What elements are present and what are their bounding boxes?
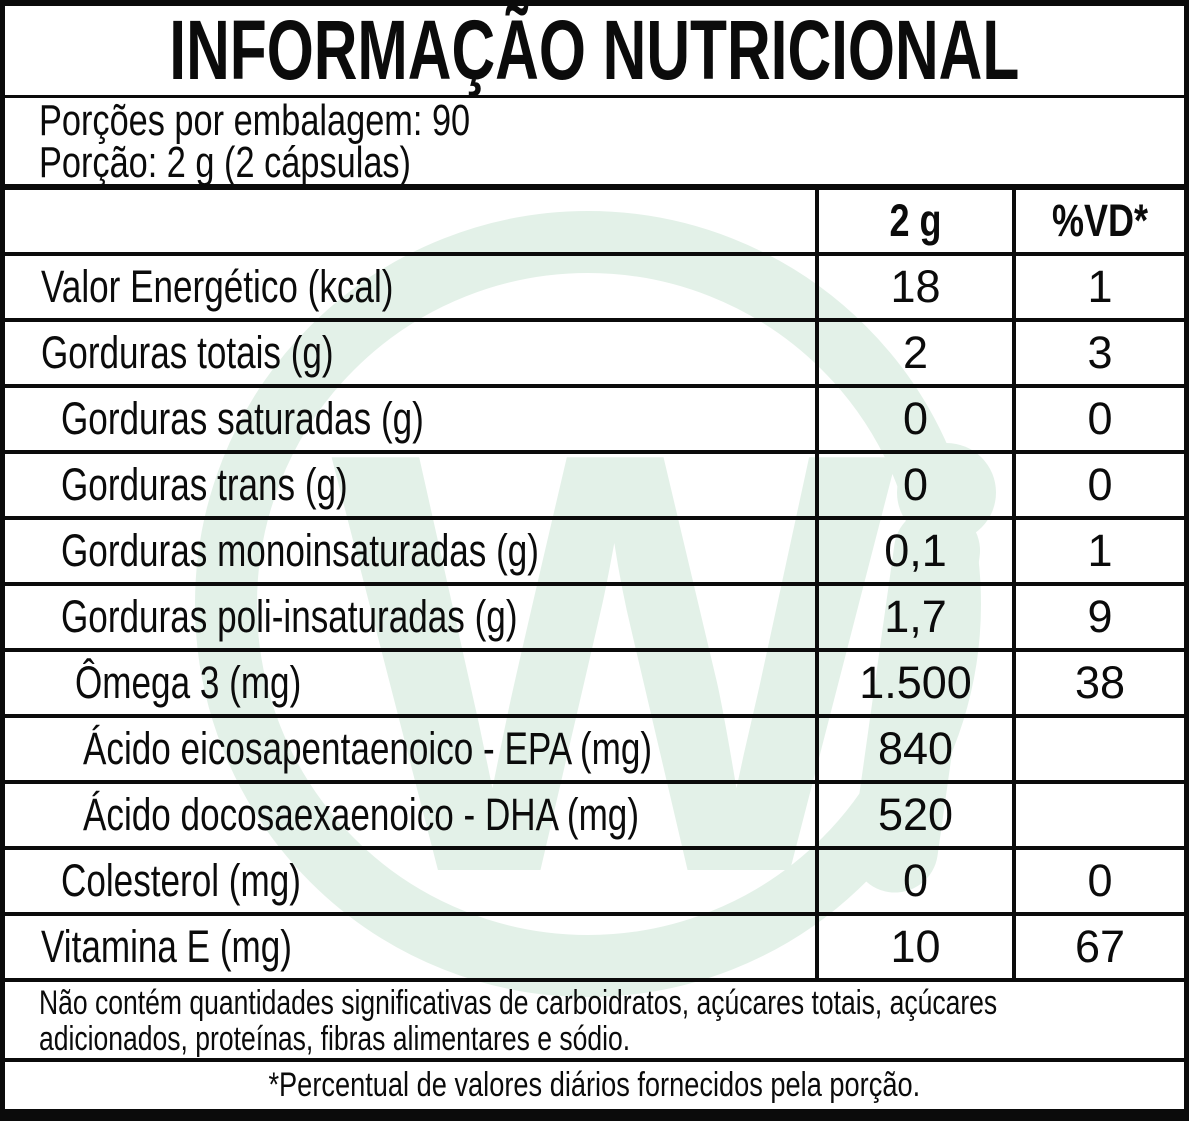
column-divider (815, 322, 819, 384)
column-divider (815, 652, 819, 714)
table-row: Ácido docosaexaenoico - DHA (mg) 520 (5, 784, 1184, 850)
row-amount: 0 (902, 459, 929, 510)
page-title: INFORMAÇÃO NUTRICIONAL (169, 3, 1020, 97)
table-row: Ácido eicosapentaenoico - EPA (mg) 840 (5, 718, 1184, 784)
row-amount: 2 (902, 327, 929, 378)
column-header-vd: %VD* (1051, 195, 1149, 246)
row-vd: 0 (1087, 459, 1113, 510)
serving-info-section: Porções por embalagem: 90 Porção: 2 g (2… (5, 96, 1184, 187)
row-vd: 0 (1087, 393, 1113, 444)
table-row: Vitamina E (mg) 10 67 (5, 916, 1184, 982)
row-label: Gorduras trans (g) (61, 459, 348, 510)
column-divider (1012, 850, 1016, 912)
table-row: Colesterol (mg) 0 0 (5, 850, 1184, 916)
table-row: Valor Energético (kcal) 18 1 (5, 256, 1184, 322)
row-amount: 18 (890, 261, 941, 312)
row-vd: 0 (1087, 855, 1113, 906)
daily-value-footnote: *Percentual de valores diários fornecido… (268, 1066, 921, 1104)
row-label: Ômega 3 (mg) (75, 657, 302, 708)
table-row: Gorduras trans (g) 0 0 (5, 454, 1184, 520)
row-amount: 1,7 (884, 591, 947, 642)
column-divider (815, 784, 819, 846)
table-header-row: 2 g %VD* (5, 190, 1184, 256)
column-header-amount: 2 g (889, 195, 942, 246)
title-band: INFORMAÇÃO NUTRICIONAL (5, 6, 1184, 97)
column-divider (815, 388, 819, 450)
row-label: Gorduras saturadas (g) (61, 393, 424, 444)
row-vd (1016, 718, 1184, 780)
column-divider (815, 850, 819, 912)
column-divider (1012, 190, 1016, 252)
divider (5, 184, 1184, 190)
daily-value-footnote-band: *Percentual de valores diários fornecido… (5, 1062, 1184, 1109)
row-vd: 1 (1087, 525, 1113, 576)
column-divider (815, 586, 819, 648)
row-label: Vitamina E (mg) (41, 921, 292, 972)
row-label: Valor Energético (kcal) (41, 261, 394, 312)
divider (5, 95, 1184, 98)
table-row: Gorduras monoinsaturadas (g) 0,1 1 (5, 520, 1184, 586)
column-divider (1012, 256, 1016, 318)
column-divider (1012, 718, 1016, 780)
row-amount: 0 (902, 393, 929, 444)
column-divider (1012, 784, 1016, 846)
column-divider (1012, 586, 1016, 648)
column-divider (1012, 388, 1016, 450)
servings-per-package-text: Porções por embalagem: 90 (39, 96, 471, 145)
row-vd: 67 (1074, 921, 1126, 972)
row-amount: 0,1 (884, 525, 947, 576)
divider (5, 1058, 1184, 1062)
row-vd (1016, 784, 1184, 846)
column-divider (1012, 454, 1016, 516)
row-label: Gorduras totais (g) (41, 327, 334, 378)
column-divider (1012, 520, 1016, 582)
column-divider (815, 256, 819, 318)
row-vd: 3 (1087, 327, 1113, 378)
note-line-2: adicionados, proteínas, fibras alimentar… (39, 1020, 631, 1058)
table-row: Gorduras poli-insaturadas (g) 1,7 9 (5, 586, 1184, 652)
row-amount: 840 (877, 723, 954, 774)
column-divider (815, 718, 819, 780)
row-amount: 10 (890, 921, 941, 972)
table-row: Gorduras totais (g) 2 3 (5, 322, 1184, 388)
column-divider (1012, 652, 1016, 714)
row-label: Gorduras monoinsaturadas (g) (61, 525, 539, 576)
row-label: Ácido eicosapentaenoico - EPA (mg) (83, 723, 653, 774)
row-amount: 1.500 (859, 657, 972, 708)
row-label: Ácido docosaexaenoico - DHA (mg) (83, 789, 640, 840)
row-vd: 38 (1074, 657, 1126, 708)
row-amount: 0 (902, 855, 929, 906)
column-divider (1012, 322, 1016, 384)
serving-size-text: Porção: 2 g (2 cápsulas) (39, 138, 411, 187)
column-divider (815, 454, 819, 516)
column-header-nutrient (5, 190, 815, 252)
row-vd: 1 (1087, 261, 1113, 312)
column-divider (1012, 916, 1016, 978)
column-divider (815, 520, 819, 582)
label-content: INFORMAÇÃO NUTRICIONAL Porções por embal… (5, 6, 1184, 1109)
no-significant-note: Não contém quantidades significativas de… (5, 982, 1184, 1058)
table-body: Valor Energético (kcal) 18 1 Gorduras to… (5, 256, 1184, 982)
table-row: Ômega 3 (mg) 1.500 38 (5, 652, 1184, 718)
row-label: Gorduras poli-insaturadas (g) (61, 591, 518, 642)
note-line-1: Não contém quantidades significativas de… (39, 984, 998, 1022)
row-amount: 520 (877, 789, 954, 840)
table-row: Gorduras saturadas (g) 0 0 (5, 388, 1184, 454)
row-label: Colesterol (mg) (61, 855, 301, 906)
row-vd: 9 (1087, 591, 1113, 642)
